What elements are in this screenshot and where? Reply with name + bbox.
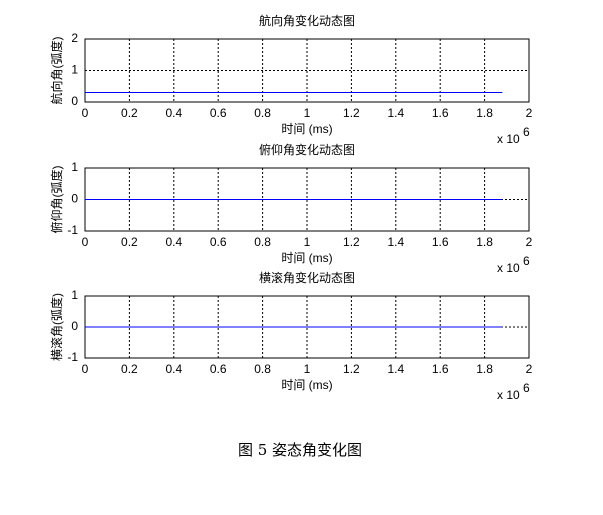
x-tick-label: 0.8 bbox=[254, 235, 271, 249]
x-tick-label: 1.6 bbox=[432, 235, 449, 249]
x-tick-label: 2 bbox=[526, 235, 533, 249]
x-tick-label: 0.4 bbox=[165, 235, 182, 249]
chart-title: 横滚角变化动态图 bbox=[259, 270, 355, 285]
x-tick-label: 1.4 bbox=[387, 106, 404, 120]
y-tick-label: -1 bbox=[67, 350, 78, 364]
x-tick-label: 1 bbox=[304, 106, 311, 120]
x-multiplier-exponent: 6 bbox=[523, 254, 530, 268]
x-tick-label: 0.4 bbox=[165, 362, 182, 376]
x-tick-label: 0.8 bbox=[254, 362, 271, 376]
y-tick-label: 0 bbox=[71, 192, 78, 206]
x-tick-label: 1.8 bbox=[476, 362, 493, 376]
x-tick-label: 0.2 bbox=[121, 362, 138, 376]
x-tick-label: 0.8 bbox=[254, 106, 271, 120]
y-axis-label: 横滚角(弧度) bbox=[49, 293, 64, 361]
x-tick-label: 1.2 bbox=[343, 235, 360, 249]
x-tick-label: 1.2 bbox=[343, 106, 360, 120]
x-tick-label: 1.8 bbox=[476, 235, 493, 249]
x-tick-label: 1.6 bbox=[432, 362, 449, 376]
x-multiplier-exponent: 6 bbox=[523, 125, 530, 139]
y-axis-label: 航向角(弧度) bbox=[49, 37, 64, 105]
x-multiplier: x 10 bbox=[497, 261, 520, 275]
axes-box bbox=[84, 38, 530, 103]
x-tick-label: 2 bbox=[526, 106, 533, 120]
y-axis-label: 俯仰角(弧度) bbox=[49, 166, 64, 234]
y-tick-label: 0 bbox=[71, 94, 78, 108]
x-tick-label: 2 bbox=[526, 362, 533, 376]
y-tick-label: 2 bbox=[71, 31, 78, 45]
y-tick-label: 1 bbox=[71, 160, 78, 174]
x-tick-label: 0.4 bbox=[165, 106, 182, 120]
chart-title: 航向角变化动态图 bbox=[259, 13, 355, 28]
x-tick-label: 0 bbox=[82, 106, 89, 120]
x-tick-label: 1.8 bbox=[476, 106, 493, 120]
x-tick-label: 0.6 bbox=[210, 106, 227, 120]
caption: 图 5 姿态角变化图 bbox=[238, 441, 362, 459]
x-tick-label: 1.4 bbox=[387, 362, 404, 376]
x-tick-label: 0.2 bbox=[121, 106, 138, 120]
x-multiplier-exponent: 6 bbox=[523, 381, 530, 395]
x-tick-label: 1 bbox=[304, 235, 311, 249]
x-axis-label: 时间 (ms) bbox=[281, 378, 332, 392]
x-tick-label: 0.2 bbox=[121, 235, 138, 249]
x-tick-label: 1.6 bbox=[432, 106, 449, 120]
x-tick-label: 0 bbox=[82, 235, 89, 249]
x-tick-label: 1 bbox=[304, 362, 311, 376]
x-axis-label: 时间 (ms) bbox=[281, 122, 332, 136]
x-axis-label: 时间 (ms) bbox=[281, 251, 332, 265]
y-tick-label: 1 bbox=[71, 63, 78, 77]
x-multiplier: x 10 bbox=[497, 132, 520, 146]
x-tick-label: 0.6 bbox=[210, 362, 227, 376]
y-tick-label: 0 bbox=[71, 319, 78, 333]
x-tick-label: 0.6 bbox=[210, 235, 227, 249]
chart-title: 俯仰角变化动态图 bbox=[259, 142, 355, 157]
x-tick-label: 1.4 bbox=[387, 235, 404, 249]
y-tick-label: 1 bbox=[71, 288, 78, 302]
x-tick-label: 1.2 bbox=[343, 362, 360, 376]
x-tick-label: 0 bbox=[82, 362, 89, 376]
y-tick-label: -1 bbox=[67, 223, 78, 237]
x-multiplier: x 10 bbox=[497, 388, 520, 402]
